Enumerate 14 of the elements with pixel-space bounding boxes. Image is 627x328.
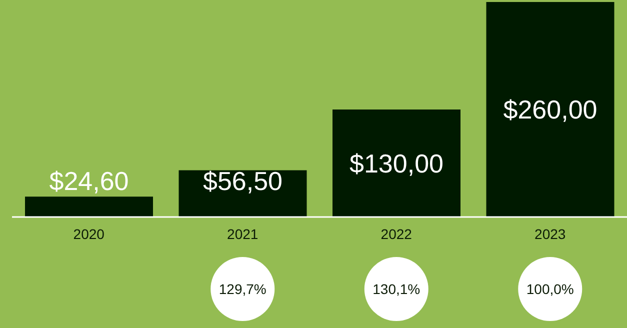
data-label: $24,60 xyxy=(49,166,129,196)
x-tick-label: 2022 xyxy=(380,226,412,242)
text: 129,7% xyxy=(218,281,266,297)
bar xyxy=(25,196,153,217)
data-label: $56,50 xyxy=(202,166,283,196)
data-label: $260,00 xyxy=(503,94,598,124)
x-tick-label: 2020 xyxy=(73,226,105,242)
x-tick-label: 2023 xyxy=(534,226,566,242)
x-tick-label: 2021 xyxy=(227,226,258,242)
bar xyxy=(486,2,614,217)
text: 130,1% xyxy=(372,281,420,297)
text: 100,0% xyxy=(526,281,574,297)
bar xyxy=(332,110,460,217)
data-label: $130,00 xyxy=(350,148,444,178)
